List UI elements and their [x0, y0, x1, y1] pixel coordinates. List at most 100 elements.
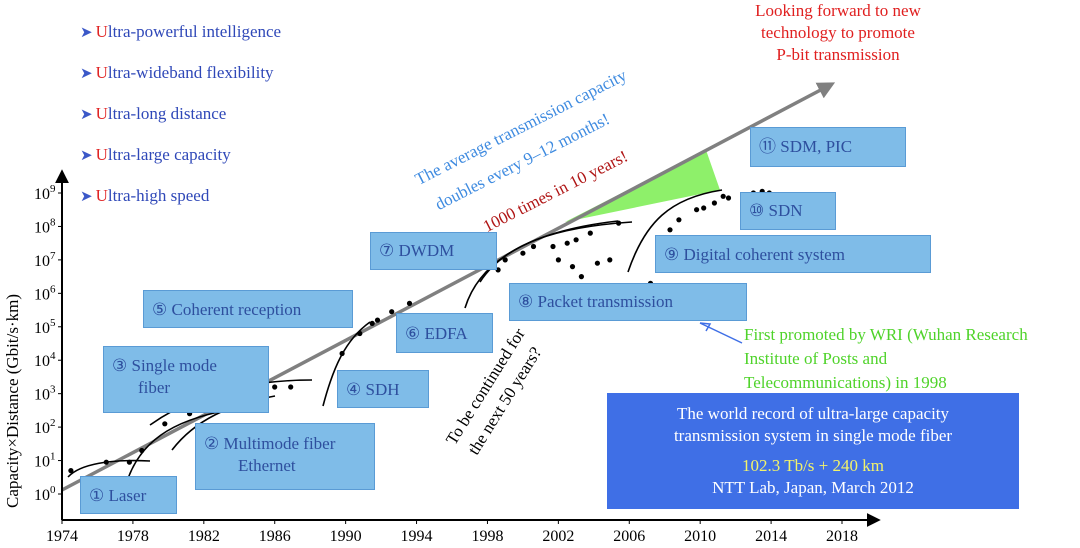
data-point	[406, 300, 413, 306]
data-point	[578, 274, 585, 280]
data-point	[357, 330, 363, 337]
milestone-laser: ① Laser	[80, 476, 177, 514]
x-tick-label: 1982	[188, 528, 220, 545]
y-tick-label: 109	[34, 183, 56, 203]
milestone-sdm-pic: ⑪ SDM, PIC	[750, 127, 906, 167]
forward-note-line-1: Looking forward to new	[755, 1, 921, 20]
data-point	[103, 459, 109, 465]
wri-pointer-arrow	[699, 322, 743, 344]
feature-initial: U	[95, 22, 108, 41]
y-tick-label: 107	[34, 250, 56, 270]
data-point	[720, 193, 726, 199]
x-tick-label: 1994	[401, 528, 433, 545]
feature-initial: U	[95, 63, 108, 82]
data-point	[126, 459, 132, 465]
bullet-arrow-icon: ➤	[80, 189, 93, 205]
record-line-2: transmission system in single mode fiber	[673, 426, 953, 445]
data-point	[550, 243, 556, 250]
bullet-arrow-icon: ➤	[80, 25, 93, 41]
data-point	[616, 220, 622, 226]
data-point	[339, 350, 345, 357]
bullet-arrow-icon: ➤	[80, 148, 93, 164]
milestone-multimode: ② Multimode fiber Ethernet	[195, 423, 375, 490]
milestone-coherent-label: ⑤ Coherent reception	[152, 300, 302, 319]
milestone-edfa: ⑥ EDFA	[396, 313, 493, 353]
x-tick-label: 2006	[613, 528, 645, 545]
milestone-sdn-label: ⑩ SDN	[749, 201, 803, 220]
y-axis-label: Capacity×Distance (Gbit/s·km)	[3, 294, 22, 508]
y-tick-label: 101	[34, 451, 56, 471]
y-tick-label: 103	[34, 384, 56, 404]
data-point	[520, 250, 526, 256]
milestone-digital-label: ⑨ Digital coherent system	[664, 245, 845, 264]
feature-item: ➤ Ultra-powerful intelligence	[80, 22, 281, 42]
data-point	[139, 447, 145, 454]
curve-digital	[627, 189, 723, 273]
milestone-dwdm: ⑦ DWDM	[370, 232, 497, 270]
data-point	[676, 217, 682, 223]
data-point	[573, 237, 579, 243]
x-tick-label: 1978	[117, 528, 149, 545]
trend-arrow	[61, 82, 836, 492]
bullet-arrow-icon: ➤	[80, 66, 93, 82]
data-point	[667, 227, 673, 233]
data-point	[374, 317, 381, 323]
data-point	[701, 205, 707, 211]
milestone-single-mode-line-1: ③ Single mode	[112, 356, 217, 375]
data-point	[272, 384, 278, 390]
feature-text: ltra-large capacity	[107, 145, 231, 164]
forward-note-line-3: P-bit transmission	[776, 45, 900, 64]
feature-item: ➤ Ultra-high speed	[80, 186, 209, 206]
milestone-dwdm-label: ⑦ DWDM	[379, 241, 455, 260]
data-point	[502, 257, 508, 263]
milestone-multimode-line-2: Ethernet	[238, 456, 296, 475]
feature-text: ltra-wideband flexibility	[107, 63, 274, 82]
data-point	[389, 309, 395, 315]
world-record-box: The world record of ultra-large capacity…	[607, 393, 1019, 509]
x-tick-label: 1974	[46, 528, 78, 545]
y-tick-label: 104	[34, 350, 56, 370]
milestone-sdh-label: ④ SDH	[346, 380, 400, 399]
y-tick-label: 105	[34, 317, 56, 337]
data-point	[725, 195, 732, 201]
milestone-coherent: ⑤ Coherent reception	[143, 290, 353, 328]
forward-note: Looking forward to new technology to pro…	[728, 0, 948, 66]
feature-item: ➤ Ultra-long distance	[80, 104, 226, 124]
milestone-single-mode: ③ Single mode fiber	[103, 346, 269, 413]
record-line-3: 102.3 Tb/s + 240 km	[742, 456, 884, 475]
data-point	[162, 421, 168, 427]
data-point	[530, 243, 537, 250]
milestone-packet: ⑧ Packet transmission	[509, 283, 747, 321]
milestone-multimode-line-1: ② Multimode fiber	[204, 434, 336, 453]
milestone-packet-label: ⑧ Packet transmission	[518, 292, 674, 311]
wri-note-line-3: Telecommunications) in 1998	[744, 373, 947, 392]
x-tick-label: 2018	[826, 528, 858, 545]
data-point	[288, 384, 294, 390]
milestone-sdm-pic-label: ⑪ SDM, PIC	[759, 137, 853, 156]
data-point	[594, 260, 601, 266]
x-tick-labels: 1974 1978 1982 1986 1990 1994 1998 2002 2006 2010…	[46, 520, 858, 545]
curve-laser	[67, 459, 151, 478]
wri-note-line-2: Institute of Posts and	[744, 349, 888, 368]
x-tick-label: 2014	[755, 528, 787, 545]
x-tick-label: 1998	[471, 528, 503, 545]
x-tick-label: 1990	[330, 528, 362, 545]
data-point	[607, 257, 613, 263]
data-point	[569, 264, 576, 270]
feature-text: ltra-high speed	[107, 186, 210, 205]
x-tick-label: 1986	[259, 528, 291, 545]
data-point	[711, 200, 718, 206]
feature-initial: U	[95, 104, 108, 123]
milestone-laser-label: ① Laser	[89, 486, 147, 505]
feature-item: ➤ Ultra-wideband flexibility	[80, 63, 274, 83]
feature-item: ➤ Ultra-large capacity	[80, 145, 231, 165]
wri-pointer-head	[699, 322, 712, 332]
y-tick-label: 106	[34, 283, 56, 303]
curve-sdh	[322, 321, 371, 407]
wri-note-line-1: First promoted by WRI (Wuhan Research	[744, 325, 1028, 344]
curve-multimode	[123, 409, 229, 493]
feature-initial: U	[95, 145, 108, 164]
milestone-sdn: ⑩ SDN	[740, 192, 836, 230]
